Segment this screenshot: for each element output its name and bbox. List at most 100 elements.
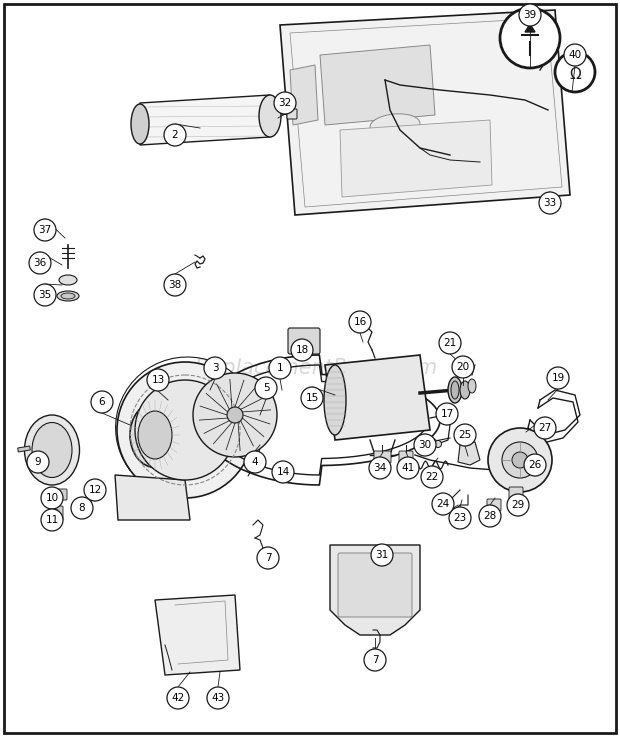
Ellipse shape	[370, 113, 420, 136]
Circle shape	[269, 357, 291, 379]
FancyBboxPatch shape	[51, 489, 67, 500]
Circle shape	[539, 192, 561, 214]
Ellipse shape	[57, 291, 79, 301]
Circle shape	[227, 407, 243, 423]
Circle shape	[397, 457, 419, 479]
Text: 14: 14	[277, 467, 290, 477]
Circle shape	[488, 428, 552, 492]
Circle shape	[432, 493, 454, 515]
Text: 41: 41	[401, 463, 415, 473]
FancyBboxPatch shape	[288, 328, 320, 354]
FancyBboxPatch shape	[77, 499, 91, 511]
Circle shape	[364, 649, 386, 671]
Text: 10: 10	[45, 493, 58, 503]
Circle shape	[449, 507, 471, 529]
Circle shape	[555, 52, 595, 92]
FancyBboxPatch shape	[287, 109, 297, 119]
Circle shape	[439, 332, 461, 354]
Text: 23: 23	[453, 513, 467, 523]
Circle shape	[436, 403, 458, 425]
Text: 7: 7	[371, 655, 378, 665]
Circle shape	[274, 92, 296, 114]
Text: 26: 26	[528, 460, 542, 470]
Circle shape	[519, 4, 541, 26]
Circle shape	[301, 387, 323, 409]
Text: 13: 13	[151, 375, 165, 385]
Text: 18: 18	[295, 345, 309, 355]
Text: 36: 36	[33, 258, 46, 268]
Circle shape	[272, 461, 294, 483]
FancyBboxPatch shape	[338, 553, 412, 617]
Circle shape	[479, 505, 501, 527]
Polygon shape	[458, 442, 480, 465]
Text: 30: 30	[418, 440, 432, 450]
Text: 42: 42	[171, 693, 185, 703]
Text: 34: 34	[373, 463, 387, 473]
Text: 4: 4	[252, 457, 259, 467]
Ellipse shape	[324, 365, 346, 435]
Circle shape	[167, 687, 189, 709]
FancyBboxPatch shape	[509, 487, 523, 501]
Ellipse shape	[138, 411, 172, 459]
Text: 29: 29	[512, 500, 525, 510]
Text: 28: 28	[484, 511, 497, 521]
Text: 2: 2	[172, 130, 179, 140]
Circle shape	[534, 417, 556, 439]
Polygon shape	[115, 475, 190, 520]
Circle shape	[135, 380, 235, 480]
Text: 35: 35	[38, 290, 51, 300]
Circle shape	[371, 544, 393, 566]
Ellipse shape	[451, 381, 459, 399]
Circle shape	[204, 357, 226, 379]
Circle shape	[41, 509, 63, 531]
Text: 6: 6	[99, 397, 105, 407]
Circle shape	[117, 362, 253, 498]
Text: 31: 31	[375, 550, 389, 560]
Text: 11: 11	[45, 515, 59, 525]
Text: 33: 33	[543, 198, 557, 208]
Text: 12: 12	[89, 485, 102, 495]
Circle shape	[452, 356, 474, 378]
Text: 3: 3	[211, 363, 218, 373]
Polygon shape	[525, 24, 535, 32]
Ellipse shape	[25, 415, 79, 485]
Circle shape	[41, 487, 63, 509]
Circle shape	[524, 454, 546, 476]
Circle shape	[34, 219, 56, 241]
Circle shape	[547, 367, 569, 389]
Polygon shape	[320, 45, 435, 125]
Text: 1: 1	[277, 363, 283, 373]
Circle shape	[257, 547, 279, 569]
Text: 39: 39	[523, 10, 537, 20]
Text: 15: 15	[306, 393, 319, 403]
Polygon shape	[325, 355, 430, 440]
Circle shape	[564, 44, 586, 66]
Circle shape	[29, 252, 51, 274]
Circle shape	[34, 284, 56, 306]
Text: 22: 22	[425, 472, 438, 482]
Ellipse shape	[435, 441, 441, 447]
Circle shape	[193, 373, 277, 457]
Text: 8: 8	[79, 503, 86, 513]
Text: 32: 32	[278, 98, 291, 108]
Circle shape	[507, 494, 529, 516]
Circle shape	[164, 274, 186, 296]
Polygon shape	[290, 65, 318, 125]
Text: 20: 20	[456, 362, 469, 372]
Circle shape	[27, 451, 49, 473]
Circle shape	[147, 369, 169, 391]
Text: 37: 37	[38, 225, 51, 235]
Text: 16: 16	[353, 317, 366, 327]
Polygon shape	[155, 595, 240, 675]
Circle shape	[421, 466, 443, 488]
Text: 9: 9	[35, 457, 42, 467]
Text: 43: 43	[211, 693, 224, 703]
Ellipse shape	[130, 402, 180, 467]
FancyBboxPatch shape	[487, 499, 501, 511]
Circle shape	[71, 497, 93, 519]
FancyBboxPatch shape	[51, 506, 63, 520]
Ellipse shape	[59, 275, 77, 285]
Circle shape	[255, 377, 277, 399]
Polygon shape	[330, 545, 420, 635]
Circle shape	[291, 339, 313, 361]
